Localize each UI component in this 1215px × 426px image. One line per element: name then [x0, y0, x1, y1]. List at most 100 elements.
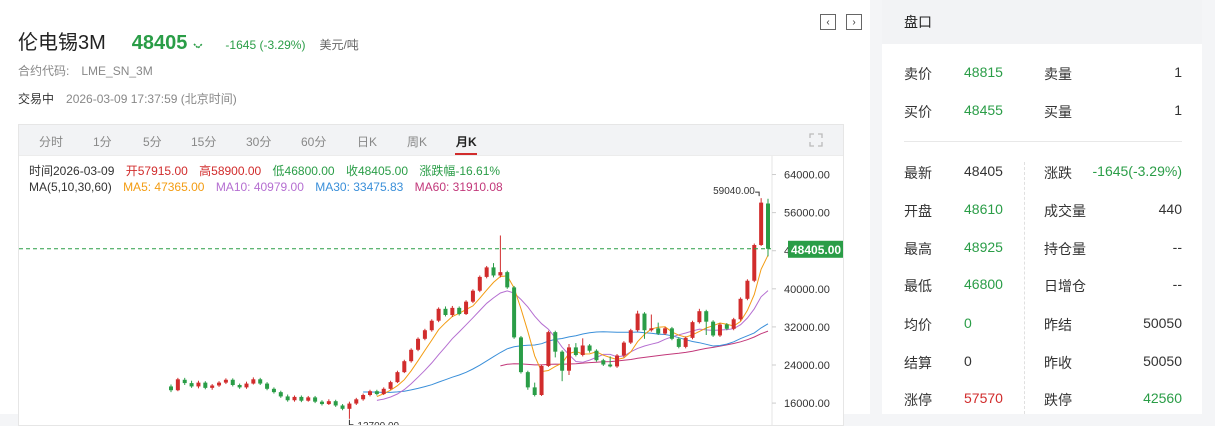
candle-body [560, 351, 565, 371]
candle-body [169, 386, 173, 391]
candle-body [766, 203, 770, 249]
kline-chart: 分时 1分 5分 15分 30分 60分 日K 周K 月K 时间2026-03-… [18, 124, 844, 426]
tab-60min[interactable]: 60分 [301, 135, 327, 149]
ma-info: MA(5,10,30,60) MA5: 47365.00 MA10: 40979… [29, 180, 511, 194]
y-tick-label: 24000.00 [784, 360, 830, 372]
ma30-line [363, 323, 769, 393]
fullscreen-icon[interactable] [809, 133, 823, 147]
stat-value: -1645(-3.29%) [1092, 163, 1183, 179]
candle-body [752, 245, 757, 281]
stat-value: 0 [964, 315, 972, 331]
candle-body [450, 307, 455, 315]
stat-value: 50050 [1143, 353, 1182, 369]
candle-body [464, 301, 469, 315]
price-change: -1645 (-3.29%) [225, 38, 306, 52]
y-tick-label: 64000.00 [784, 170, 830, 182]
stat-value: -- [1172, 239, 1182, 255]
stat-row: 开盘 48610 成交量 440 [882, 201, 1202, 221]
candle-body [333, 401, 338, 406]
candle-body [683, 337, 688, 347]
period-tabs: 分时 1分 5分 15分 30分 60分 日K 周K 月K [19, 125, 843, 155]
ma-label: MA(5,10,30,60) [29, 180, 112, 194]
candle-body [299, 396, 304, 401]
y-tick-label: 32000.00 [784, 322, 830, 334]
candle-body [553, 332, 558, 352]
trading-status-row: 交易中 2026-03-09 17:37:59 (北京时间) [18, 90, 237, 107]
candle-body [717, 324, 722, 336]
stat-label: 成交量 [1044, 203, 1086, 219]
candle-body [656, 328, 661, 334]
candle-body [457, 307, 462, 315]
instrument-title: 伦电锡3M [18, 32, 106, 54]
candle-body [669, 328, 674, 339]
prev-button[interactable]: ‹ [820, 14, 836, 30]
stat-label: 昨收 [1044, 355, 1072, 371]
stat-value: -- [1172, 276, 1182, 292]
ask-vol-label: 卖量 [1044, 66, 1072, 82]
candle-body [182, 379, 187, 384]
stat-label: 涨停 [904, 392, 932, 408]
stat-label: 涨跌 [1044, 165, 1072, 181]
tab-monthly[interactable]: 月K [456, 135, 477, 149]
candle-body [738, 298, 743, 320]
candle-body [251, 379, 256, 384]
quote-panel: 伦电锡3M 48405 -1645 (-3.29%) 美元/吨 ‹ › 合约代码… [0, 0, 870, 426]
candle-body [368, 391, 372, 395]
candle-body [196, 382, 201, 387]
ask-row: 卖价 48815 卖量 1 [882, 64, 1202, 84]
chevron-right-icon: › [852, 16, 856, 28]
tab-1min[interactable]: 1分 [93, 135, 112, 149]
candle-body [546, 332, 551, 366]
tab-15min[interactable]: 15分 [191, 135, 217, 149]
candle-body [354, 399, 359, 404]
candle-body [470, 290, 475, 302]
candle-body [484, 267, 489, 277]
next-button[interactable]: › [846, 14, 862, 30]
candle-body [409, 349, 414, 362]
candle-body [402, 361, 407, 373]
tab-weekly[interactable]: 周K [407, 135, 428, 149]
quote-timestamp: 2026-03-09 17:37:59 (北京时间) [66, 92, 237, 106]
info-time: 时间2026-03-09 [29, 164, 115, 178]
candle-body [663, 328, 668, 334]
stat-label: 最高 [904, 241, 932, 257]
candle-body [210, 385, 215, 388]
candle-body [491, 267, 496, 276]
candle-body [498, 272, 503, 276]
candle-body [175, 379, 180, 391]
candle-body [690, 322, 695, 338]
candle-body [326, 401, 331, 405]
price-unit: 美元/吨 [319, 38, 359, 52]
candle-body [525, 372, 530, 388]
stat-row: 最新 48405 涨跌 -1645(-3.29%) [882, 163, 1202, 183]
candle-body [704, 311, 709, 322]
bid-price: 48455 [964, 102, 1003, 118]
candle-body [306, 397, 311, 401]
max-label: 59040.00 [713, 186, 755, 197]
candle-body [429, 320, 434, 331]
candle-body [635, 313, 640, 331]
last-price-label: 48405.00 [791, 243, 841, 257]
tab-fenshi[interactable]: 分时 [39, 135, 64, 149]
tab-30min[interactable]: 30分 [246, 135, 272, 149]
max-marker [755, 191, 760, 197]
ask-price: 48815 [964, 64, 1003, 80]
stat-row: 涨停 57570 跌停 42560 [882, 390, 1202, 410]
candle-body [567, 347, 571, 371]
stat-row: 最高 48925 持仓量 -- [882, 239, 1202, 259]
candle-body [697, 311, 702, 323]
y-tick-label: 56000.00 [784, 208, 830, 220]
candle-body [676, 338, 681, 347]
contract-code-row: 合约代码: LME_SN_3M [18, 62, 153, 79]
candle-body [265, 383, 270, 389]
candle-body [731, 319, 736, 329]
candle-body [505, 272, 510, 288]
candle-body [319, 401, 324, 405]
candle-body [237, 385, 242, 388]
candle-body [258, 379, 263, 384]
tab-5min[interactable]: 5分 [143, 135, 162, 149]
candle-body [278, 392, 283, 397]
y-tick-label: 40000.00 [784, 284, 830, 296]
candle-body [230, 379, 235, 385]
tab-daily[interactable]: 日K [357, 135, 378, 149]
